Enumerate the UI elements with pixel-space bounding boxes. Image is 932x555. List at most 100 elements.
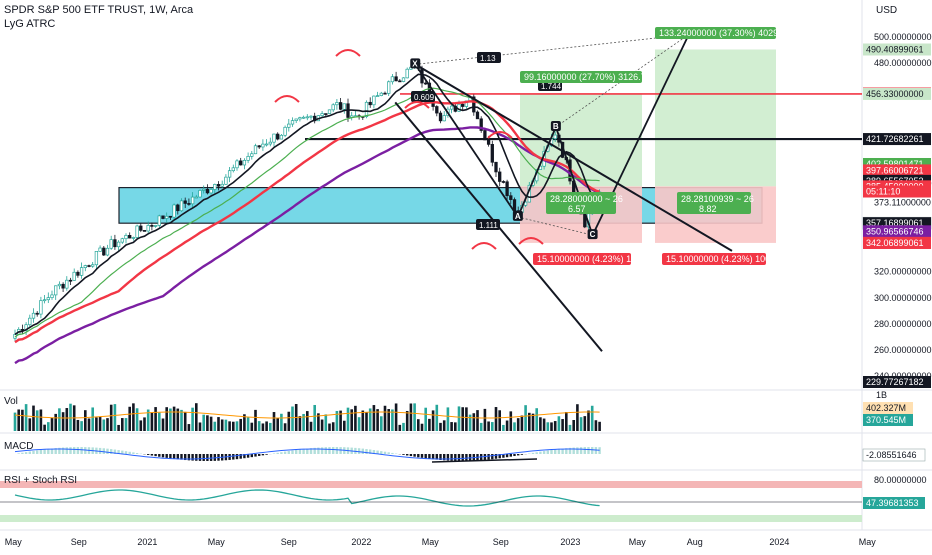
volume-bar — [165, 407, 168, 431]
volume-bar — [565, 412, 568, 431]
candle-body — [476, 112, 479, 119]
candle-body — [424, 83, 427, 84]
candle-body — [132, 237, 135, 238]
swing-arc — [472, 243, 496, 249]
macd-histogram-bar — [450, 454, 452, 461]
volume-tag-label: 370.545M — [866, 415, 906, 425]
volume-bar — [202, 415, 205, 431]
volume-bar — [539, 417, 542, 431]
volume-bar — [191, 408, 194, 431]
candle-body — [343, 104, 346, 110]
volume-bar — [21, 410, 24, 431]
volume-bar — [421, 424, 424, 431]
volume-bar — [547, 422, 550, 431]
volume-bar — [535, 408, 538, 431]
price-tag-label: 397.66006721 — [866, 165, 924, 175]
volume-bar — [232, 422, 235, 431]
candle-body — [151, 225, 154, 226]
macd-histogram-bar — [550, 450, 552, 454]
candle-body — [214, 184, 217, 189]
macd-histogram-bar — [251, 454, 253, 457]
candle-body — [232, 168, 235, 171]
ratio-label: 1.744 — [541, 82, 562, 91]
price-tick-label: 480.00000000 — [874, 58, 932, 68]
volume-bar — [62, 412, 65, 431]
volume-bar — [210, 417, 213, 431]
volume-bar — [188, 424, 191, 431]
price-tick-label: 320.00000000 — [874, 267, 932, 277]
candle-body — [117, 242, 120, 247]
volume-bar — [561, 419, 564, 431]
volume-bar — [347, 408, 350, 431]
candle-body — [110, 240, 113, 249]
volume-bar — [328, 424, 331, 431]
candle-body — [554, 135, 557, 139]
volume-bar — [587, 411, 590, 431]
candle-body — [391, 77, 394, 82]
price-tag-label: 490.40899061 — [866, 45, 924, 55]
candle-body — [336, 103, 339, 105]
macd-tag-label: -2.08551646 — [866, 450, 917, 460]
macd-histogram-bar — [491, 454, 493, 459]
macd-histogram-bar — [232, 454, 234, 460]
macd-histogram-bar — [199, 454, 201, 461]
candle-body — [276, 134, 279, 139]
volume-bar — [321, 420, 324, 431]
volume-bar — [199, 422, 202, 431]
candle-body — [103, 248, 106, 255]
macd-histogram-bar — [406, 454, 408, 455]
candle-body — [273, 134, 276, 142]
volume-bar — [91, 407, 94, 431]
pattern-point-label-x: X — [412, 59, 418, 68]
candle-body — [284, 127, 287, 135]
volume-bar — [162, 419, 165, 431]
macd-histogram-bar — [325, 447, 327, 454]
macd-histogram-bar — [417, 454, 419, 457]
volume-bar — [469, 415, 472, 431]
volume-bar — [306, 411, 309, 431]
macd-histogram-bar — [254, 454, 256, 457]
macd-histogram-bar — [321, 447, 323, 454]
volume-bar — [491, 422, 494, 431]
macd-histogram-bar — [206, 454, 208, 461]
time-axis-label: 2024 — [769, 537, 789, 547]
candle-body — [165, 216, 168, 218]
rsi-overbought-band — [0, 481, 862, 488]
price-tag-label: 342.06899061 — [866, 238, 924, 248]
candle-body — [173, 205, 176, 217]
volume-bar — [554, 421, 557, 431]
candle-body — [380, 93, 383, 95]
macd-histogram-bar — [288, 451, 290, 454]
macd-histogram-bar — [166, 454, 168, 458]
candle-body — [40, 301, 43, 315]
candle-body — [506, 182, 509, 196]
volume-bar — [99, 416, 102, 431]
macd-histogram-bar — [43, 449, 45, 454]
volume-bar — [228, 421, 231, 431]
macd-histogram-bar — [547, 450, 549, 454]
macd-title: MACD — [4, 441, 33, 452]
macd-histogram-bar — [273, 453, 275, 454]
macd-histogram-bar — [584, 447, 586, 454]
volume-bar — [236, 421, 239, 431]
macd-histogram-bar — [147, 454, 149, 455]
candle-body — [491, 144, 494, 162]
volume-bar — [117, 425, 120, 431]
price-tag-label: 421.72682261 — [866, 134, 924, 144]
candle-body — [29, 318, 32, 325]
volume-bar — [84, 410, 87, 431]
macd-histogram-bar — [69, 447, 71, 454]
time-axis-label: Sep — [281, 537, 297, 547]
volume-bar — [136, 408, 139, 431]
macd-histogram-bar — [536, 452, 538, 454]
candle-body — [254, 146, 257, 154]
candle-body — [288, 124, 291, 127]
volume-bar — [532, 414, 535, 431]
macd-histogram-bar — [236, 454, 238, 459]
price-tick-label: 260.00000000 — [874, 345, 932, 355]
macd-histogram-bar — [543, 451, 545, 454]
candle-body — [339, 103, 342, 110]
candle-body — [262, 144, 265, 147]
